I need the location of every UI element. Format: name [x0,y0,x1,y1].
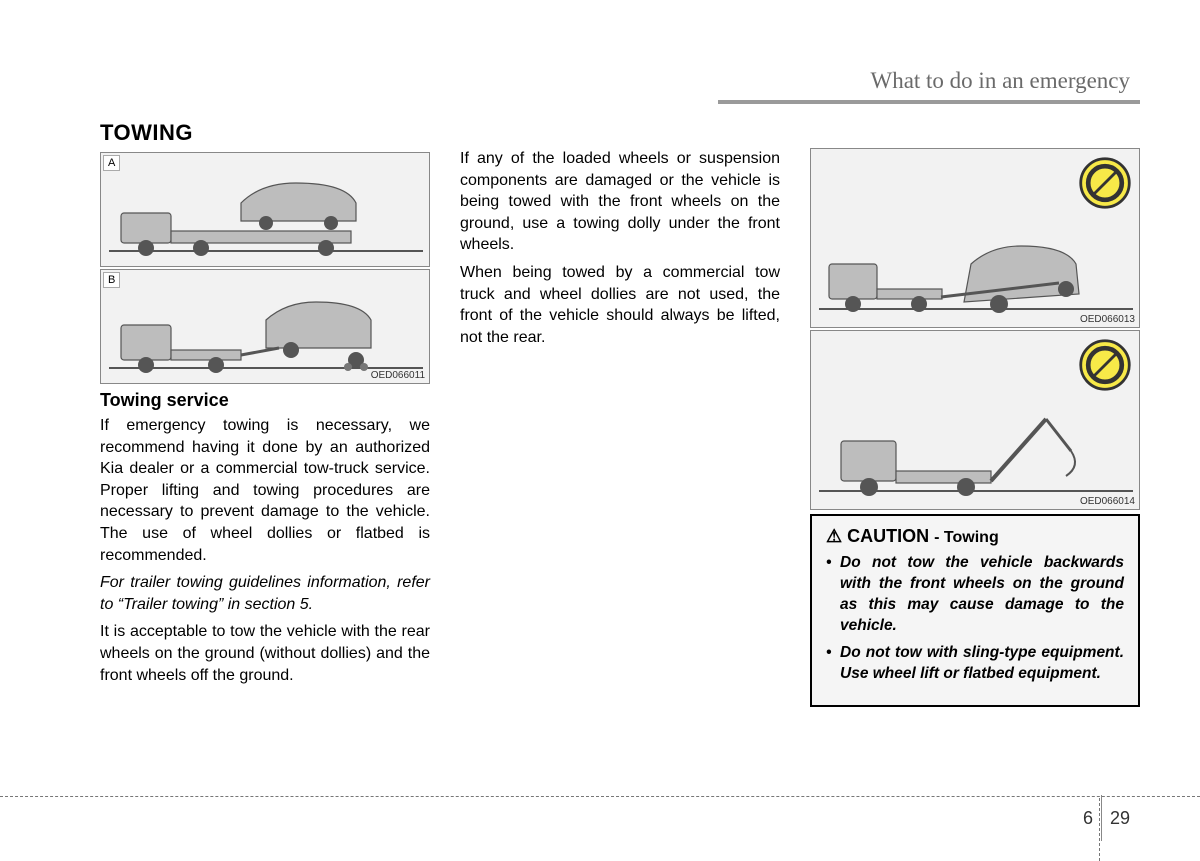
figure-code-3: OED066014 [1080,496,1135,507]
figure-flatbed-tow: A [100,152,430,267]
section-header: What to do in an emergency [870,68,1130,94]
trim-line-h [0,796,1200,797]
chapter-number: 6 [1083,808,1093,829]
figure-wrong-tow-2: OED066014 [810,330,1140,510]
page-sep [1101,795,1102,841]
caution-list: Do not tow the vehicle backwards with th… [826,553,1124,685]
page-no: 29 [1110,808,1130,829]
towing-service-p1: If emergency towing is necessary, we rec… [100,415,430,566]
wheel-lift-illustration [101,270,431,385]
figure-code-2: OED066013 [1080,314,1135,325]
column-3: OED066013 [810,120,1140,707]
caution-box: ⚠ CAUTION - Towing Do not tow the vehicl… [810,514,1140,707]
caution-title: ⚠ CAUTION - Towing [826,526,1124,547]
figure-label-a: A [103,155,120,171]
column-2: If any of the loaded wheels or suspensio… [460,120,780,707]
caution-item: Do not tow the vehicle backwards with th… [826,553,1124,637]
prohibition-icon [1077,337,1133,393]
towing-service-p2: For trailer towing guidelines informatio… [100,572,430,615]
content-columns: TOWING A B OED0 [100,120,1140,707]
prohibition-icon [1077,155,1133,211]
main-heading: TOWING [100,120,430,146]
warning-icon: ⚠ [826,526,847,546]
towing-service-heading: Towing service [100,390,430,411]
header-rule [0,100,1140,104]
figure-wheel-lift-tow: B OED066011 [100,269,430,384]
caution-subtitle: - Towing [934,529,999,546]
towing-service-p3: It is acceptable to tow the vehicle with… [100,621,430,686]
column-1: TOWING A B OED0 [100,120,430,707]
page-number: 6 29 [1083,795,1130,841]
manual-page: What to do in an emergency TOWING A [0,0,1200,861]
flatbed-illustration [101,153,431,268]
col2-p1: If any of the loaded wheels or suspensio… [460,148,780,256]
caution-word: CAUTION [847,526,929,546]
caution-item: Do not tow with sling-type equipment. Us… [826,643,1124,685]
col2-p2: When being towed by a commercial tow tru… [460,262,780,348]
figure-wrong-tow-1: OED066013 [810,148,1140,328]
figure-label-b: B [103,272,120,288]
figure-code-1: OED066011 [371,370,425,381]
